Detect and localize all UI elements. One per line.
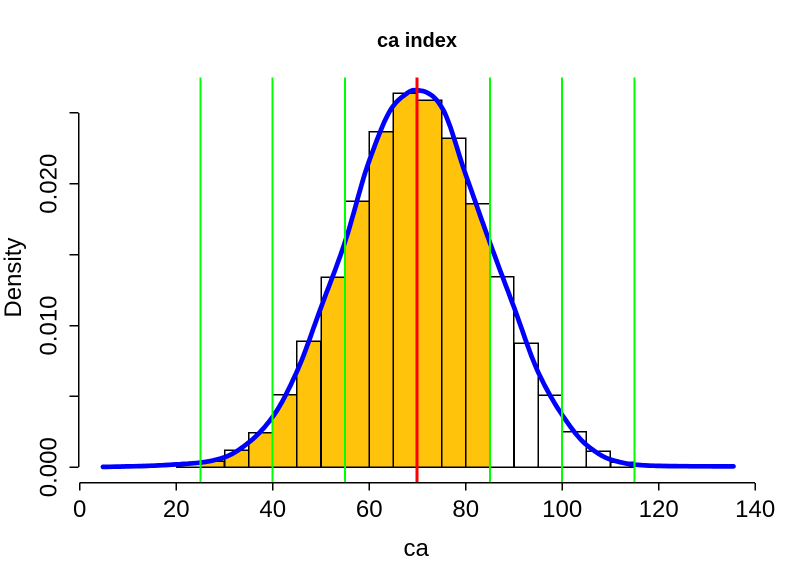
svg-text:40: 40	[259, 496, 286, 523]
svg-text:140: 140	[735, 496, 775, 523]
svg-text:0.010: 0.010	[36, 295, 63, 355]
svg-text:0: 0	[73, 496, 86, 523]
svg-text:120: 120	[639, 496, 679, 523]
svg-text:ca: ca	[404, 535, 430, 562]
svg-text:Density: Density	[0, 238, 27, 318]
svg-text:80: 80	[452, 496, 479, 523]
svg-text:0.000: 0.000	[36, 437, 63, 497]
svg-text:20: 20	[163, 496, 190, 523]
svg-text:ca index: ca index	[377, 30, 457, 52]
svg-text:60: 60	[356, 496, 383, 523]
svg-text:0.020: 0.020	[36, 154, 63, 214]
svg-text:100: 100	[542, 496, 582, 523]
